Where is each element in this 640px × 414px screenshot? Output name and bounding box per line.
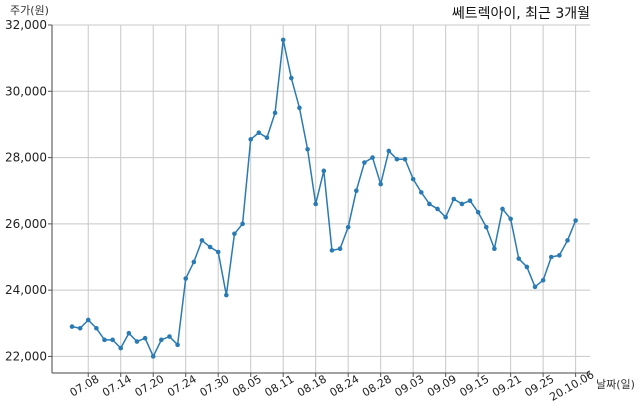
data-point [451,196,457,202]
data-point [500,206,505,212]
chart-title: 쎄트렉아이, 최근 3개월 [452,6,590,22]
data-point [329,248,335,253]
data-point [557,253,562,258]
data-point [378,181,383,187]
y-tick-label: 26,000 [5,217,47,231]
data-point [77,325,83,331]
data-point [410,176,416,182]
y-tick-label: 28,000 [5,151,47,165]
y-axis-label: 주가(원) [10,4,49,17]
y-axis-ticks: 22,000 24,000 26,000 28,000 30,000 32,000 [5,18,52,363]
data-point [126,330,132,336]
data-point [313,201,318,207]
x-tick-label: 07.14 [100,372,134,399]
data-point [362,160,367,165]
data-point [118,345,124,351]
data-point [69,324,75,329]
data-point [345,224,351,230]
data-point [459,201,465,207]
data-point [272,110,278,116]
x-axis-label: 날짜(일) [596,377,635,391]
data-point [492,246,497,252]
y-tick-label: 24,000 [5,283,47,297]
x-tick-label: 07.30 [198,372,232,399]
data-point [191,259,197,265]
data-point [508,216,513,222]
x-tick-label: 08.11 [263,372,297,399]
data-point [305,146,310,152]
series-line [71,39,577,358]
data-point [232,231,237,237]
x-tick-label: 08.05 [230,372,264,399]
data-point [402,156,408,162]
data-point [370,155,375,160]
data-point [386,148,392,154]
data-point [85,317,91,323]
data-point [337,246,343,252]
data-point [321,168,327,174]
data-point [248,137,254,142]
data-point [297,105,302,111]
data-point [418,190,424,195]
x-tick-label: 09.09 [425,372,459,399]
data-point [240,221,245,227]
data-point [540,277,546,283]
data-point [102,337,107,343]
data-point [224,292,229,298]
data-point [532,284,538,290]
y-tick-label: 30,000 [5,84,47,98]
data-point [183,276,189,281]
axes [51,25,590,374]
data-point [427,201,432,207]
data-point [142,335,148,341]
data-point [199,238,205,243]
data-point [483,224,489,230]
grid-lines [52,24,590,373]
data-point [175,342,180,348]
data-point [167,334,172,339]
data-point [435,206,440,212]
data-point [159,337,164,343]
data-point [467,198,473,203]
x-tick-label: 07.24 [165,372,199,399]
data-point [256,130,262,136]
x-tick-label: 08.24 [328,372,362,399]
data-point [215,249,221,255]
x-tick-label: 09.15 [458,372,492,399]
data-point [394,156,400,162]
x-tick-label: 08.18 [295,372,329,399]
data-point [289,75,294,81]
data-point [280,37,286,43]
x-tick-label: 08.28 [360,372,394,399]
price-series [69,37,578,359]
data-point [548,254,554,260]
x-tick-label: 07.08 [68,372,102,399]
data-point [264,135,270,140]
data-point [443,214,448,220]
y-tick-label: 22,000 [5,349,47,363]
data-point [565,238,570,243]
data-point [516,256,522,261]
data-point [110,337,115,343]
x-tick-label: 09.21 [490,372,524,399]
data-point [354,188,359,194]
y-tick-label: 32,000 [5,18,47,32]
x-tick-label: 09.03 [393,372,427,399]
data-point [207,244,213,250]
data-point [524,264,530,270]
x-tick-label: 07.20 [133,372,167,399]
data-point [134,339,140,344]
data-point [475,209,481,215]
data-point [94,325,99,331]
data-point [150,354,156,359]
data-point [573,218,578,223]
